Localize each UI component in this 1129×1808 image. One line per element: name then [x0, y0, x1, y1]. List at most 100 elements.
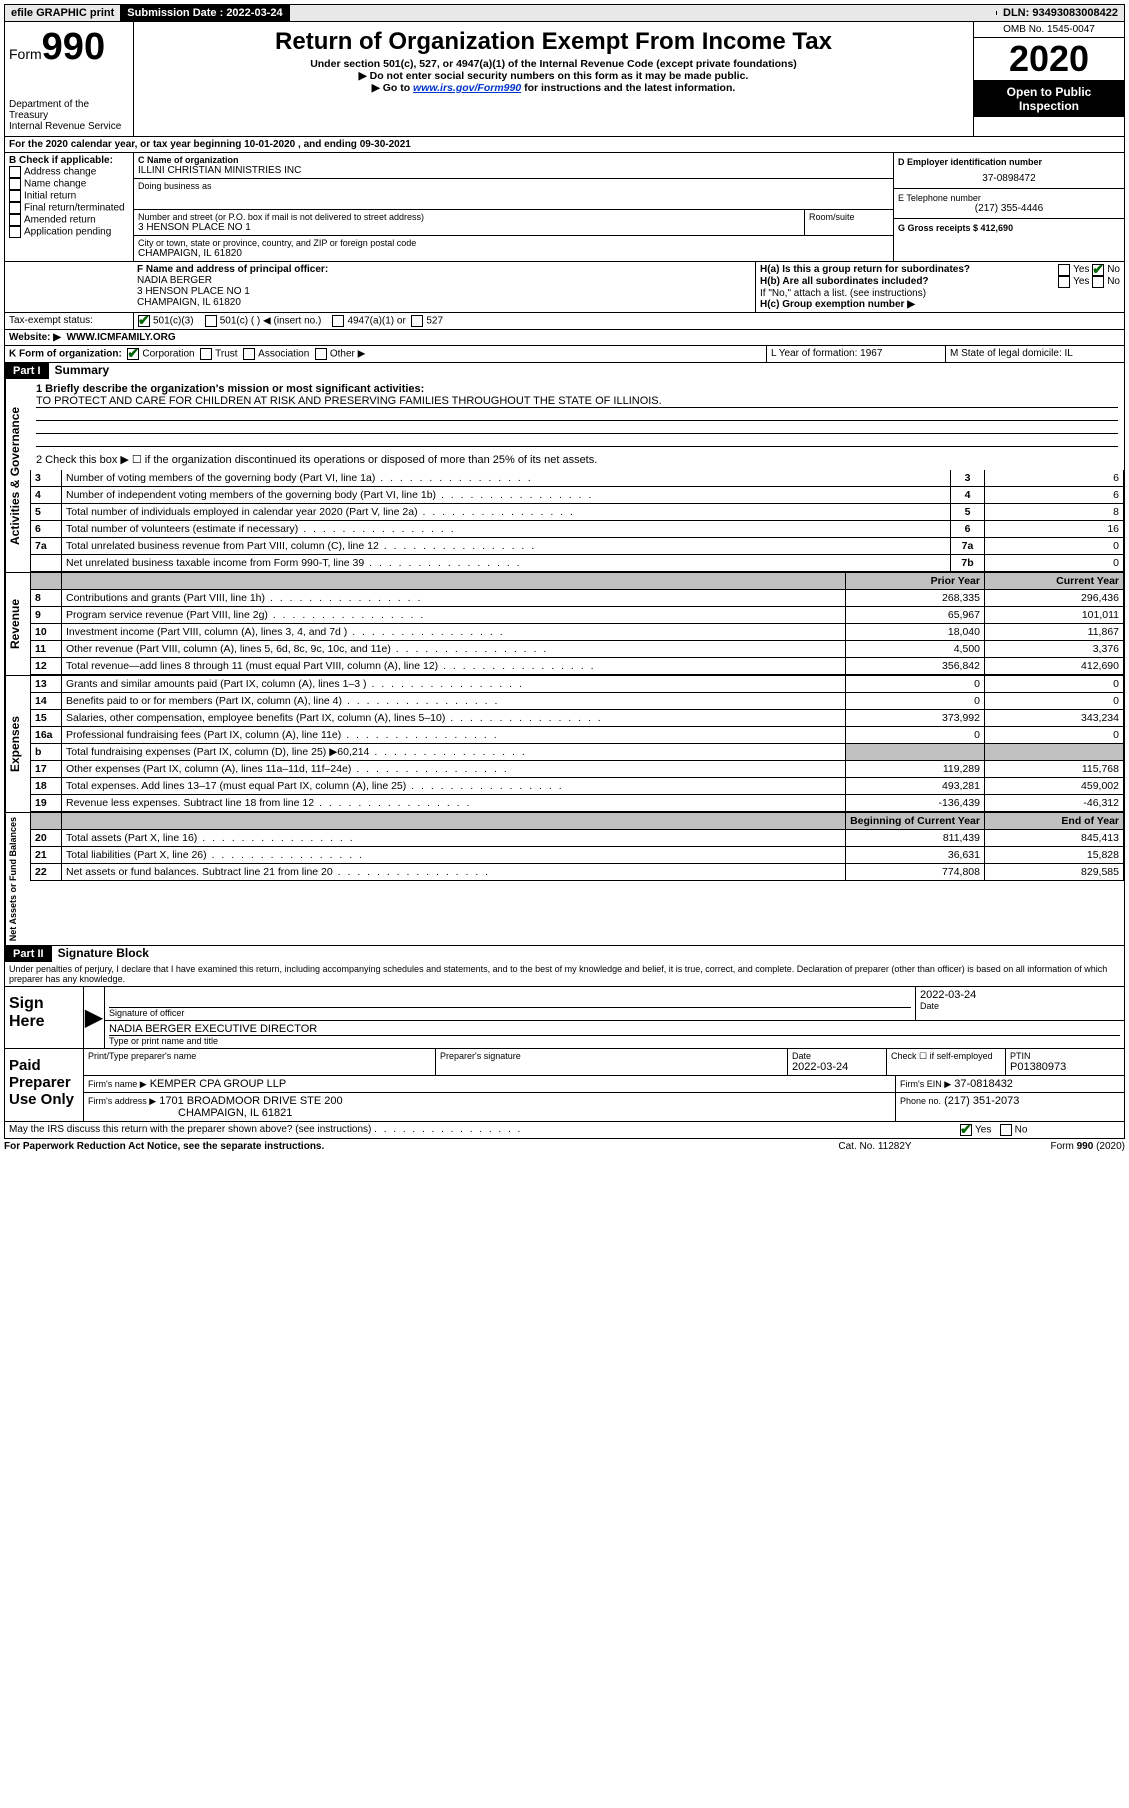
527-check[interactable] — [411, 315, 423, 327]
vert-revenue: Revenue — [5, 573, 30, 675]
footer: For Paperwork Reduction Act Notice, see … — [4, 1139, 1125, 1154]
table-row: 18Total expenses. Add lines 13–17 (must … — [31, 778, 1124, 795]
table-row: 20Total assets (Part X, line 16)811,4398… — [31, 830, 1124, 847]
paid-preparer-block: Paid Preparer Use Only Print/Type prepar… — [4, 1049, 1125, 1122]
discuss-row: May the IRS discuss this return with the… — [4, 1122, 1125, 1139]
street-address: 3 HENSON PLACE NO 1 — [138, 222, 800, 233]
table-row: 6Total number of volunteers (estimate if… — [31, 521, 1124, 538]
arrow-icon: ▶ — [84, 987, 105, 1048]
hb-no[interactable] — [1092, 276, 1104, 288]
city-state-zip: CHAMPAIGN, IL 61820 — [138, 248, 889, 259]
paid-preparer-label: Paid Preparer Use Only — [5, 1049, 84, 1121]
hb-yes[interactable] — [1058, 276, 1070, 288]
entity-block: B Check if applicable: Address change Na… — [4, 153, 1125, 262]
firm-ein: 37-0818432 — [954, 1078, 1013, 1090]
form-header: Form990 Department of the Treasury Inter… — [4, 22, 1125, 137]
box-j: Website: ▶ WWW.ICMFAMILY.ORG — [4, 330, 1125, 346]
firm-name: KEMPER CPA GROUP LLP — [150, 1078, 287, 1090]
governance-table: 3Number of voting members of the governi… — [30, 470, 1124, 572]
submission-date: Submission Date : 2022-03-24 — [121, 5, 289, 21]
header-left: Form990 Department of the Treasury Inter… — [5, 22, 134, 136]
table-row: 12Total revenue—add lines 8 through 11 (… — [31, 658, 1124, 675]
omb-number: OMB No. 1545-0047 — [974, 22, 1124, 38]
501c-check[interactable] — [205, 315, 217, 327]
website: WWW.ICMFAMILY.ORG — [67, 332, 176, 343]
table-row: 21Total liabilities (Part X, line 26)36,… — [31, 847, 1124, 864]
top-bar: efile GRAPHIC print Submission Date : 20… — [4, 4, 1125, 22]
spacer — [290, 11, 997, 15]
assoc-check[interactable] — [243, 348, 255, 360]
initial-return-check[interactable] — [9, 190, 21, 202]
app-pending-check[interactable] — [9, 226, 21, 238]
ptin: P01380973 — [1010, 1061, 1120, 1073]
subtitle-3: ▶ Go to www.irs.gov/Form990 for instruct… — [138, 82, 969, 94]
efile-label: efile GRAPHIC print — [5, 5, 121, 21]
part1-header: Part I Summary — [4, 363, 1125, 379]
box-i: Tax-exempt status: 501(c)(3) 501(c) ( ) … — [4, 313, 1125, 330]
other-check[interactable] — [315, 348, 327, 360]
officer-name: NADIA BERGER — [137, 275, 751, 286]
table-row: 19Revenue less expenses. Subtract line 1… — [31, 795, 1124, 812]
box-h: H(a) Is this a group return for subordin… — [756, 262, 1124, 312]
instructions-link[interactable]: www.irs.gov/Form990 — [413, 82, 521, 94]
tax-year: 2020 — [974, 38, 1124, 81]
table-row: 13Grants and similar amounts paid (Part … — [31, 676, 1124, 693]
expenses-block: Expenses 13Grants and similar amounts pa… — [4, 676, 1125, 813]
year-formation: L Year of formation: 1967 — [767, 346, 946, 362]
subtitle-2: ▶ Do not enter social security numbers o… — [138, 70, 969, 82]
name-change-check[interactable] — [9, 178, 21, 190]
org-name: ILLINI CHRISTIAN MINISTRIES INC — [138, 165, 889, 176]
table-row: 17Other expenses (Part IX, column (A), l… — [31, 761, 1124, 778]
dept-label: Department of the Treasury — [9, 99, 129, 121]
header-center: Return of Organization Exempt From Incom… — [134, 22, 973, 136]
form-number-footer: Form 990 (2020) — [975, 1141, 1125, 1152]
final-return-check[interactable] — [9, 202, 21, 214]
subtitle-1: Under section 501(c), 527, or 4947(a)(1)… — [138, 58, 969, 70]
table-row: 16aProfessional fundraising fees (Part I… — [31, 727, 1124, 744]
open-inspection: Open to Public Inspection — [974, 81, 1124, 117]
amended-check[interactable] — [9, 214, 21, 226]
form-title: Return of Organization Exempt From Incom… — [138, 28, 969, 56]
discuss-yes[interactable] — [960, 1124, 972, 1136]
501c3-check[interactable] — [138, 315, 150, 327]
4947-check[interactable] — [332, 315, 344, 327]
sign-here-label: Sign Here — [5, 987, 84, 1048]
sign-here-block: Sign Here ▶ Signature of officer 2022-03… — [4, 987, 1125, 1049]
ha-yes[interactable] — [1058, 264, 1070, 276]
discuss-no[interactable] — [1000, 1124, 1012, 1136]
trust-check[interactable] — [200, 348, 212, 360]
revenue-table: Prior YearCurrent Year 8Contributions an… — [30, 573, 1124, 675]
declaration: Under penalties of perjury, I declare th… — [4, 962, 1125, 987]
revenue-block: Revenue Prior YearCurrent Year 8Contribu… — [4, 573, 1125, 676]
irs-label: Internal Revenue Service — [9, 121, 129, 132]
box-deg: D Employer identification number 37-0898… — [894, 153, 1124, 261]
table-row: Net unrelated business taxable income fr… — [31, 555, 1124, 572]
netassets-block: Net Assets or Fund Balances Beginning of… — [4, 813, 1125, 946]
box-c: C Name of organization ILLINI CHRISTIAN … — [134, 153, 894, 261]
preparer-phone: (217) 351-2073 — [944, 1095, 1019, 1107]
table-row: 9Program service revenue (Part VIII, lin… — [31, 607, 1124, 624]
table-row: 11Other revenue (Part VIII, column (A), … — [31, 641, 1124, 658]
header-right: OMB No. 1545-0047 2020 Open to Public In… — [973, 22, 1124, 136]
line-2: 2 Check this box ▶ ☐ if the organization… — [36, 453, 1118, 466]
officer-block: F Name and address of principal officer:… — [4, 262, 1125, 313]
line-a: For the 2020 calendar year, or tax year … — [4, 137, 1125, 153]
table-row: 14Benefits paid to or for members (Part … — [31, 693, 1124, 710]
sign-date: 2022-03-24 — [920, 989, 1120, 1001]
box-b: B Check if applicable: Address change Na… — [5, 153, 134, 261]
netassets-table: Beginning of Current YearEnd of Year 20T… — [30, 813, 1124, 881]
ha-no[interactable] — [1092, 264, 1104, 276]
table-row: 4Number of independent voting members of… — [31, 487, 1124, 504]
mission-text: TO PROTECT AND CARE FOR CHILDREN AT RISK… — [36, 395, 1118, 408]
box-klm: K Form of organization: Corporation Trus… — [4, 346, 1125, 363]
box-f: F Name and address of principal officer:… — [133, 262, 756, 312]
table-row: bTotal fundraising expenses (Part IX, co… — [31, 744, 1124, 761]
vert-netassets: Net Assets or Fund Balances — [5, 813, 30, 945]
addr-change-check[interactable] — [9, 166, 21, 178]
gross-receipts: G Gross receipts $ 412,690 — [898, 223, 1120, 233]
part1-body: Activities & Governance 1 Briefly descri… — [4, 379, 1125, 573]
part2-header: Part II Signature Block — [4, 946, 1125, 962]
officer-name-title: NADIA BERGER EXECUTIVE DIRECTOR — [109, 1023, 1120, 1036]
corp-check[interactable] — [127, 348, 139, 360]
table-row: 3Number of voting members of the governi… — [31, 470, 1124, 487]
